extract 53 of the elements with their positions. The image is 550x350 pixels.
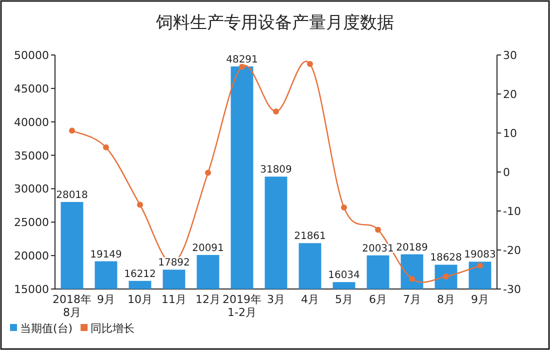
y2-tick-label: 20 [503, 88, 517, 101]
data-label: 31809 [260, 164, 292, 176]
x-tick-label: 9月 [97, 293, 115, 306]
y-tick-label: 15000 [14, 283, 49, 296]
x-tick-label: 10月 [128, 293, 152, 306]
x-tick-label: 3月 [267, 293, 285, 306]
point [341, 204, 347, 210]
y-tick-label: 25000 [14, 216, 49, 230]
y-tick-label: 20000 [14, 250, 49, 263]
point [205, 170, 211, 176]
x-tick-label: 6月 [369, 293, 387, 306]
point [409, 276, 415, 282]
data-label: 16212 [124, 268, 156, 280]
data-label: 19083 [464, 250, 496, 261]
x-tick-label: 7月 [403, 293, 421, 306]
data-label: 21861 [294, 231, 326, 242]
x-tick-label: 8月 [437, 293, 455, 306]
data-label: 20189 [396, 242, 428, 254]
y-tick-label: 30000 [14, 182, 49, 196]
data-label: 28018 [56, 190, 88, 201]
y-tick-label: 35000 [14, 149, 49, 162]
point [69, 128, 75, 134]
data-label: 16034 [328, 270, 360, 282]
x-tick-label: 12月 [196, 293, 220, 306]
data-label: 19149 [90, 249, 122, 260]
point [477, 262, 483, 269]
point [375, 226, 381, 233]
chart-title: 饲料生产专用设备产量月度数据 [155, 13, 394, 33]
y-tick-label: 40000 [14, 116, 49, 129]
y2-tick-label: 30 [503, 49, 517, 62]
data-label: 20091 [192, 242, 224, 254]
x-tick-label: 2018年8月 [52, 293, 92, 319]
point [137, 202, 143, 208]
y-tick-label: 45000 [14, 82, 49, 96]
data-label: 18628 [430, 252, 462, 264]
legend-label: 当期值(台) [20, 322, 73, 335]
point [103, 144, 109, 150]
y-tick-label: 50000 [14, 49, 49, 62]
y2-tick-label: -10 [503, 205, 521, 218]
x-tick-label: 9月 [471, 293, 489, 306]
x-tick-label: 4月 [301, 293, 319, 306]
legend-label: 同比增长 [90, 322, 135, 335]
point [239, 64, 245, 70]
point [273, 108, 279, 115]
x-tick-label: 2019年1-2月 [222, 293, 262, 319]
x-tick-label: 5月 [335, 293, 353, 306]
y2-tick-label: 10 [503, 127, 517, 140]
x-tick-label: 11月 [162, 293, 186, 306]
y2-tick-label: -30 [503, 283, 521, 296]
point [307, 60, 313, 67]
data-label: 48291 [226, 54, 258, 66]
y2-tick-label: -20 [503, 244, 521, 257]
y2-tick-label: 0 [503, 166, 510, 179]
